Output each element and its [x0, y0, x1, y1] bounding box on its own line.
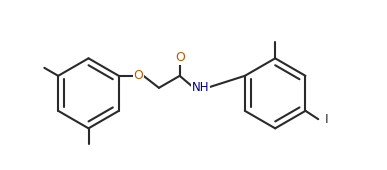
- Text: O: O: [175, 51, 185, 64]
- Text: NH: NH: [192, 81, 209, 94]
- Text: O: O: [133, 69, 143, 82]
- Text: I: I: [325, 113, 329, 126]
